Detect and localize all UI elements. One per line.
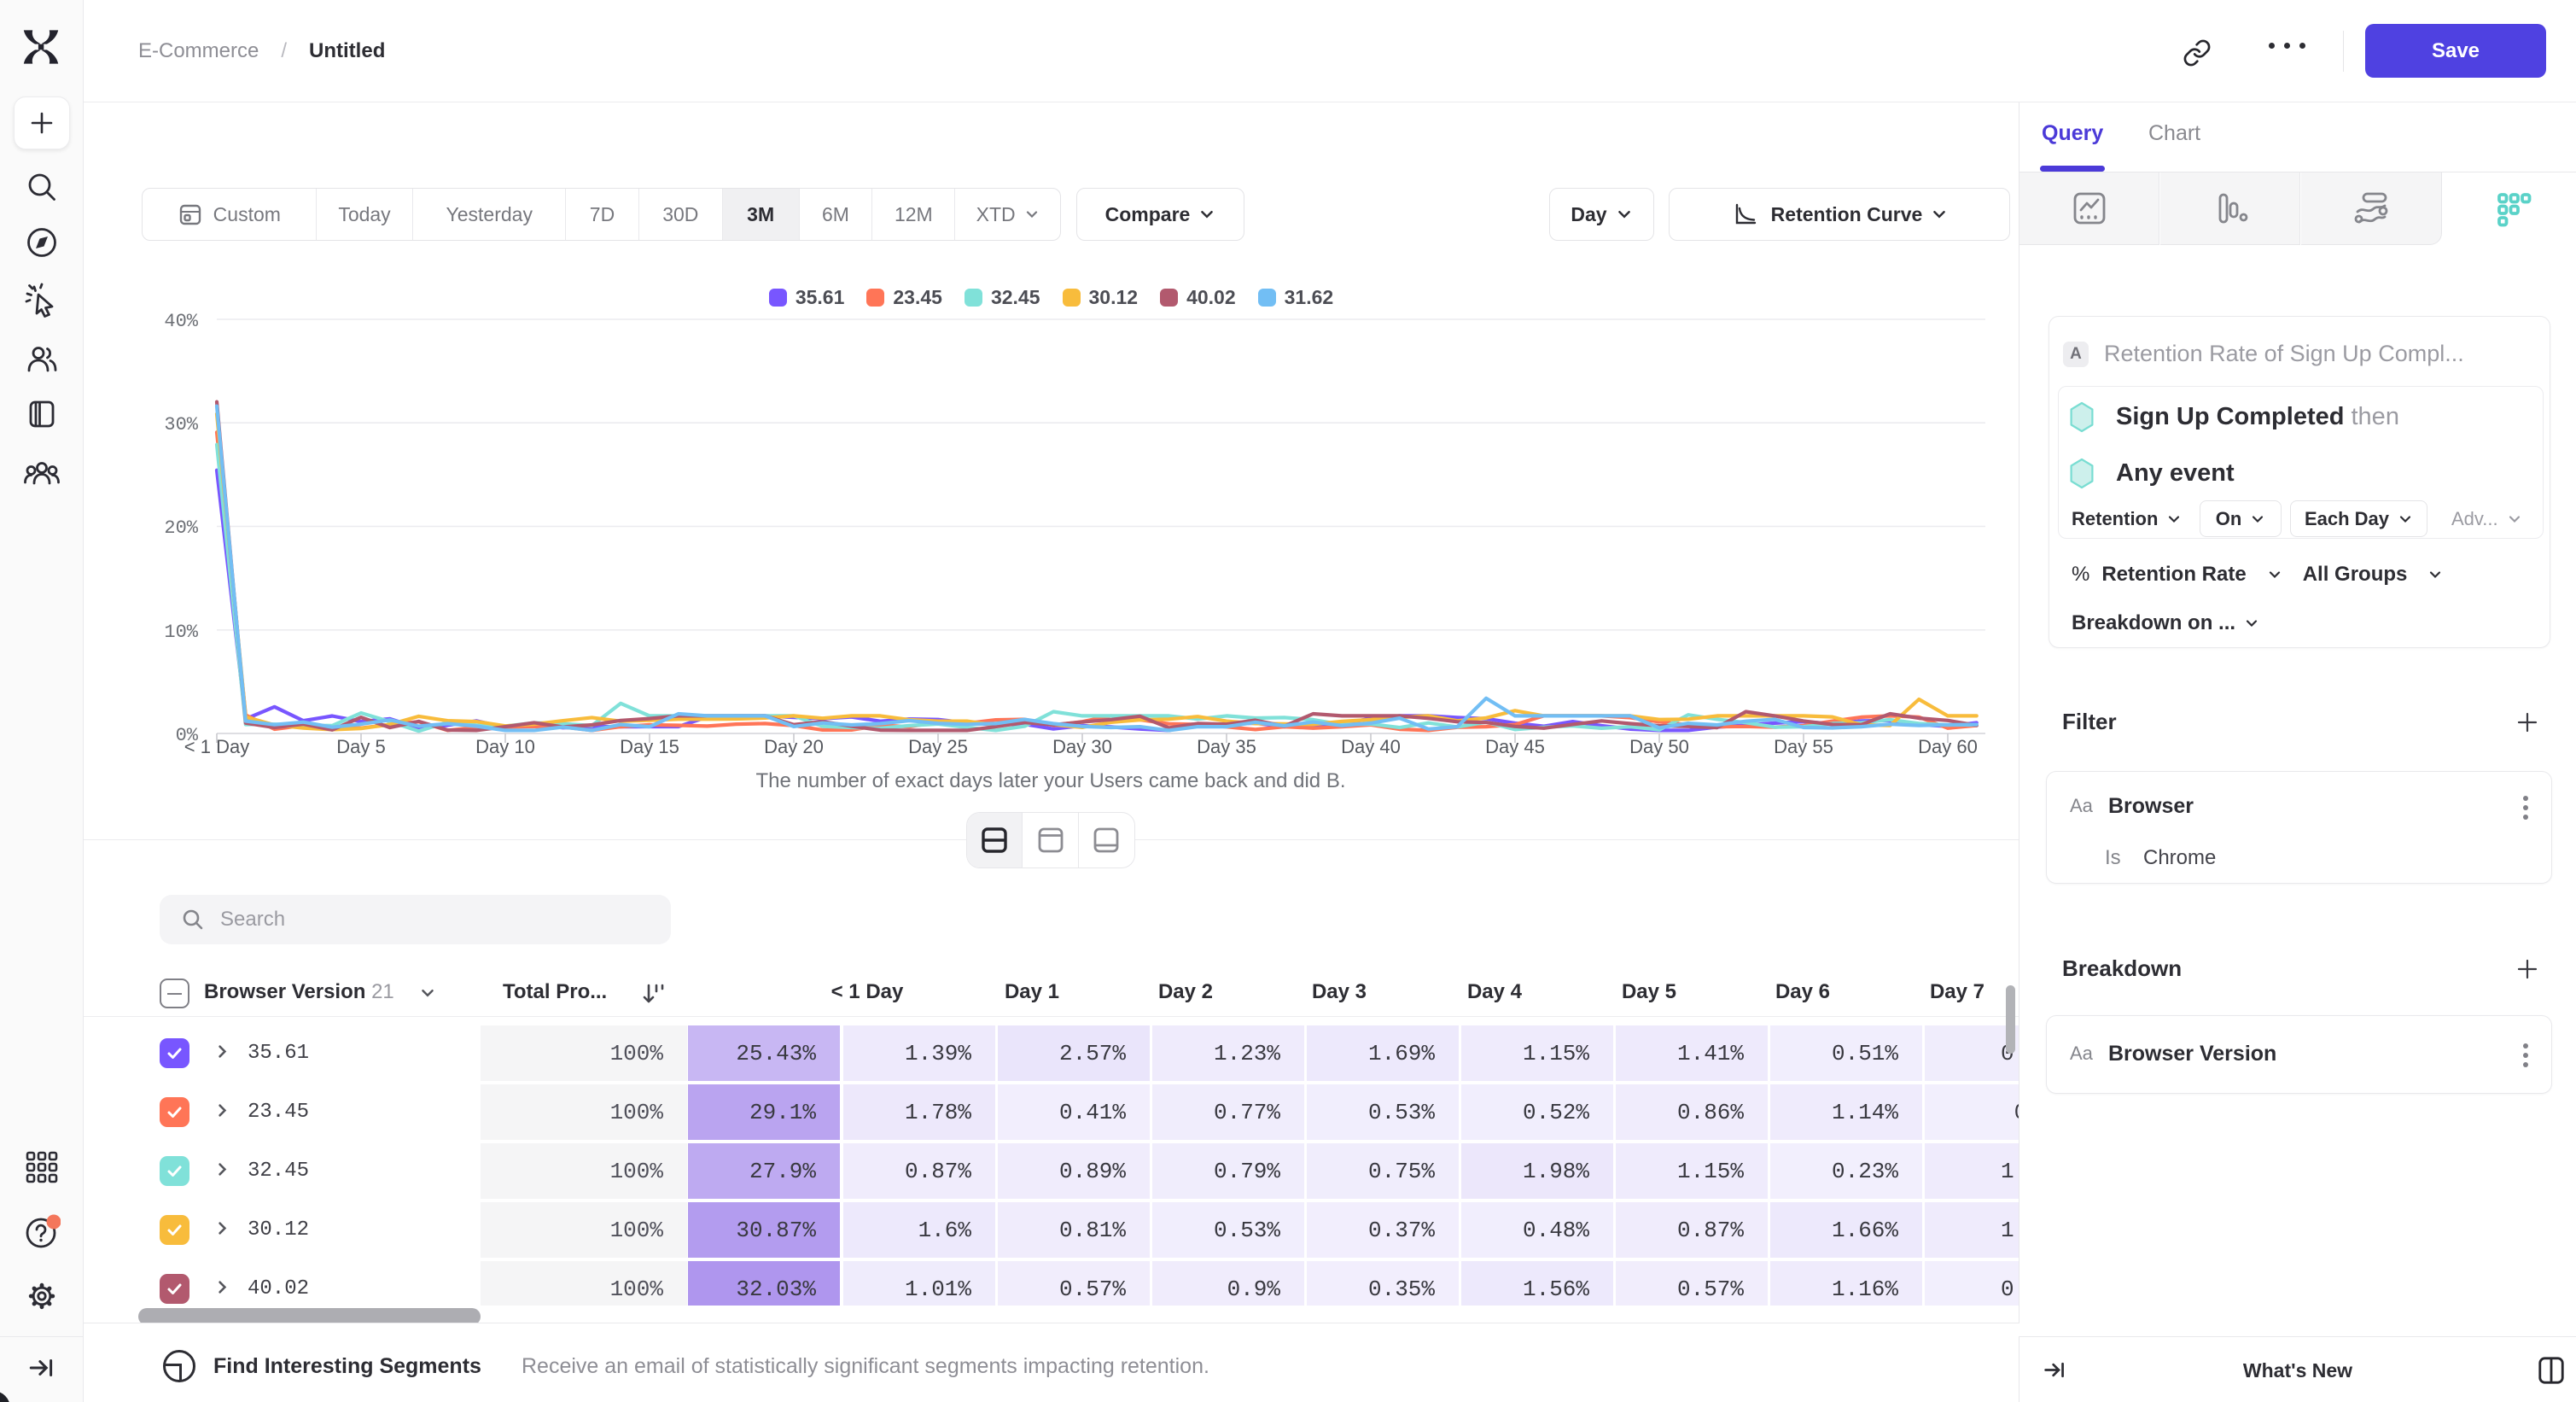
svg-text:Day 35: Day 35 [1197,736,1256,757]
svg-text:Day 55: Day 55 [1774,736,1833,757]
svg-text:30%: 30% [164,414,198,435]
svg-text:40%: 40% [164,311,198,332]
svg-text:Day 45: Day 45 [1485,736,1545,757]
svg-text:< 1 Day: < 1 Day [184,736,249,757]
svg-text:Day 40: Day 40 [1341,736,1401,757]
svg-text:Day 20: Day 20 [764,736,824,757]
svg-text:Day 30: Day 30 [1052,736,1112,757]
svg-text:The number of exact days later: The number of exact days later your User… [756,769,1346,792]
svg-text:Day 25: Day 25 [908,736,968,757]
svg-text:Day 50: Day 50 [1629,736,1689,757]
svg-text:0%: 0% [176,725,199,746]
svg-text:Day 10: Day 10 [475,736,535,757]
svg-text:Day 5: Day 5 [336,736,385,757]
svg-text:20%: 20% [164,517,198,539]
svg-text:Day 60: Day 60 [1918,736,1978,757]
svg-text:Day 15: Day 15 [620,736,679,757]
svg-text:10%: 10% [164,622,198,643]
